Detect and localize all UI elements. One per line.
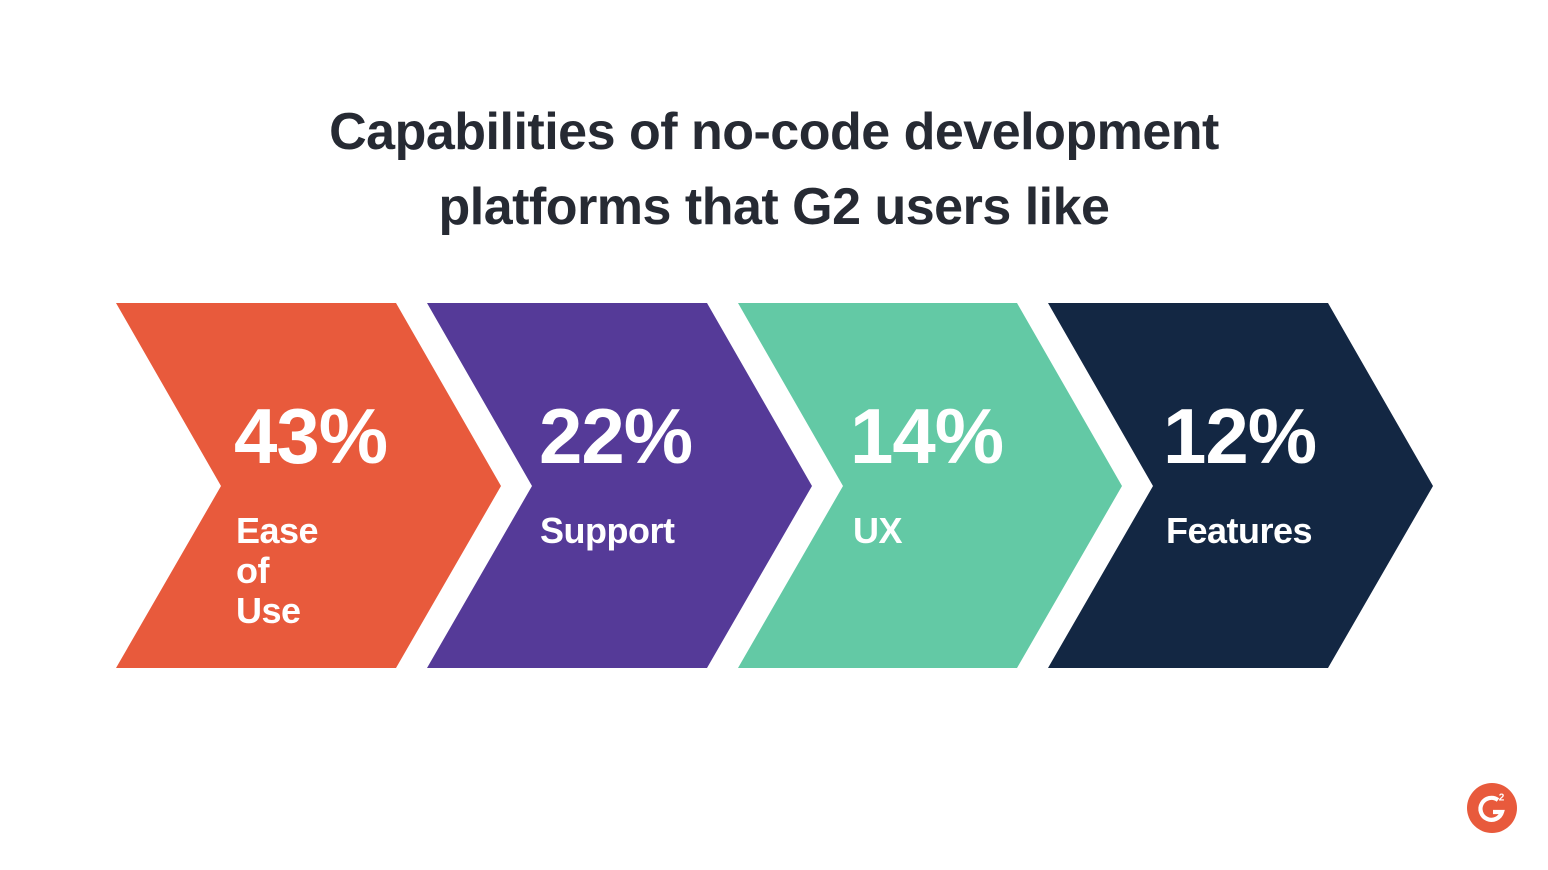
step-label: UX <box>853 510 903 551</box>
chevron-ease-of-use <box>116 303 501 668</box>
step-value: 14% <box>850 392 1004 480</box>
page-title: Capabilities of no-code development plat… <box>0 95 1548 245</box>
title-line-1: Capabilities of no-code development <box>329 103 1219 161</box>
chevron-features <box>1048 303 1433 668</box>
step-value: 22% <box>539 392 693 480</box>
step-value: 12% <box>1163 392 1317 480</box>
chevron-support <box>427 303 812 668</box>
step-value: 43% <box>234 392 388 480</box>
title-line-2: platforms that G2 users like <box>438 178 1110 236</box>
g2-logo-icon: 2 <box>1467 783 1517 833</box>
step-label: Ease of Use <box>236 510 319 631</box>
chevron-ux <box>738 303 1122 668</box>
step-label: Features <box>1166 510 1313 551</box>
logo-superscript: 2 <box>1499 793 1505 804</box>
step-label: Support <box>540 510 675 551</box>
